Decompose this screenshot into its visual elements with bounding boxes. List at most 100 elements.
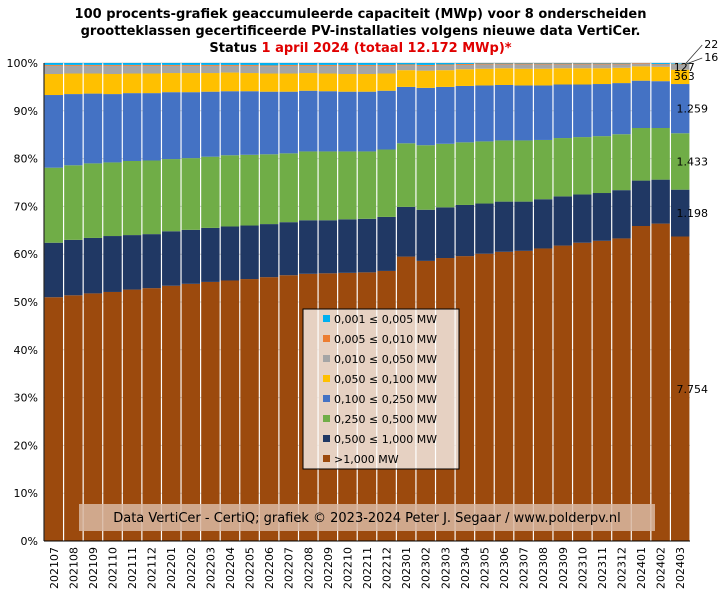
bar-segment (318, 91, 338, 152)
bar-segment (83, 237, 103, 294)
bar-segment (122, 73, 142, 94)
bar-segment (573, 242, 592, 541)
x-tick-label: 202207 (283, 547, 296, 589)
bar-segment (142, 288, 161, 541)
x-tick-label: 202302 (420, 547, 433, 589)
bar-segment (240, 64, 259, 66)
bar-segment (181, 64, 201, 66)
x-tick-label: 202305 (478, 547, 491, 589)
bar-segment (436, 143, 455, 208)
x-tick-label: 202208 (302, 547, 315, 589)
bar-segment (651, 179, 670, 224)
y-tick-label: 10% (14, 487, 38, 500)
bar-segment (142, 73, 161, 94)
x-tick-label: 202206 (263, 547, 276, 589)
bar-segment (220, 63, 240, 65)
x-tick-label: 202401 (635, 547, 648, 589)
bar-segment (455, 69, 475, 86)
legend-swatch (323, 455, 330, 462)
bar-segment (455, 63, 475, 65)
bar-segment (416, 209, 435, 261)
x-axis-ticks: 202107 202108 202109 202110 202111 202112 2022… (48, 547, 687, 589)
bar-segment (201, 227, 220, 282)
bar-segment (201, 91, 220, 157)
bar-segment (377, 73, 396, 91)
bar-segment (44, 242, 63, 298)
bar-segment (279, 222, 298, 276)
y-tick-label: 20% (14, 439, 38, 452)
bar-segment (494, 63, 514, 65)
y-tick-label: 80% (14, 153, 38, 166)
bar-segment (553, 63, 572, 65)
bar-segment (612, 63, 631, 65)
bar-segment (592, 64, 612, 69)
bar-segment (416, 65, 435, 71)
bar-segment (514, 140, 533, 202)
bar-segment (455, 142, 475, 205)
bar-segment (64, 239, 83, 296)
bar-segment (103, 236, 122, 292)
bar-segment (162, 92, 181, 160)
bar-segment (416, 64, 435, 66)
y-tick-label: 70% (14, 200, 38, 213)
x-tick-label: 202205 (244, 547, 257, 589)
end-value-label: 22 (704, 38, 718, 51)
bar-segment (592, 136, 612, 194)
bar-segment (44, 63, 63, 65)
x-tick-label: 202201 (165, 547, 178, 589)
bar-segment (259, 66, 279, 74)
bar-segment (612, 83, 631, 135)
bar-segment (631, 180, 651, 226)
bar-segment (533, 85, 553, 140)
bar-segment (338, 219, 357, 273)
bar-segment (181, 92, 201, 159)
end-value-label: 1.259 (676, 103, 708, 116)
x-tick-label: 202202 (185, 547, 198, 589)
title-line-1: 100 procents-grafiek geaccumuleerde capa… (74, 7, 647, 22)
end-value-label: 1.433 (676, 155, 708, 168)
bar-segment (533, 248, 553, 542)
bar-segment (671, 69, 690, 85)
bar-segment (122, 65, 142, 74)
bar-segment (377, 149, 396, 217)
bar-segment (514, 201, 533, 251)
bar-segment (436, 70, 455, 87)
legend-swatch (323, 395, 330, 402)
title-line-2: grootteklassen gecertificeerde PV-instal… (80, 24, 641, 39)
bar-segment (494, 84, 514, 141)
x-tick-label: 202310 (576, 547, 589, 589)
bar-segment (318, 73, 338, 92)
bar-segment (631, 63, 651, 67)
bar-segment (162, 65, 181, 74)
bar-segment (651, 64, 670, 67)
bar-segment (181, 283, 201, 541)
bar-segment (142, 64, 161, 66)
bar-segment (475, 68, 494, 86)
legend-label: >1,000 MW (334, 453, 399, 466)
bar-segment (83, 64, 103, 66)
bar-segment (416, 63, 435, 65)
bar-segment (240, 63, 259, 65)
legend-label: 0,050 ≤ 0,100 MW (334, 373, 437, 386)
leader-line (685, 44, 703, 64)
legend-swatch (323, 315, 330, 322)
bar-segment (83, 163, 103, 238)
bar-segment (83, 73, 103, 94)
bar-segment (318, 63, 338, 65)
bar-segment (592, 193, 612, 241)
y-tick-label: 30% (14, 392, 38, 405)
bar-segment (181, 158, 201, 230)
bar-segment (436, 86, 455, 144)
x-tick-label: 202204 (224, 547, 237, 589)
bar-segment (651, 81, 670, 129)
bar-segment (573, 63, 592, 65)
bar-segment (612, 134, 631, 191)
bar-segment (220, 72, 240, 92)
bar-segment (455, 63, 475, 64)
bar-segment (671, 236, 690, 541)
bar-segment (396, 65, 416, 71)
bar-segment (533, 139, 553, 200)
bar-segment (651, 223, 670, 541)
bar-segment (514, 64, 533, 69)
bar-segment (514, 250, 533, 541)
